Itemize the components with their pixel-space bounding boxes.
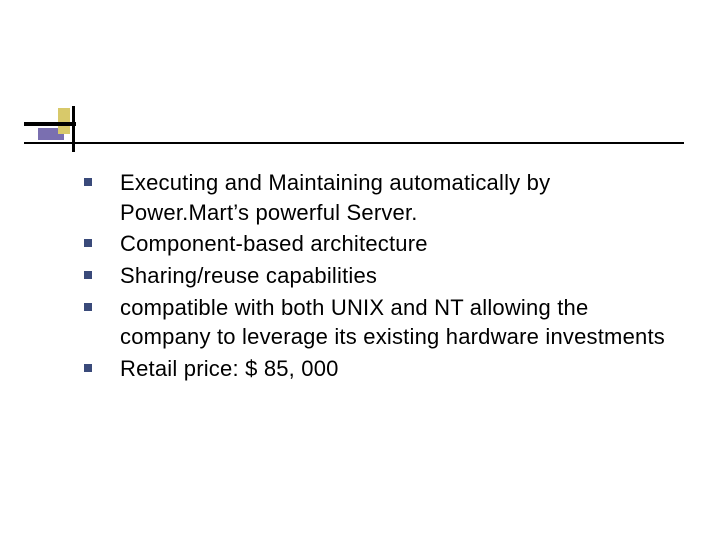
list-item-text: Component-based architecture [120,231,428,256]
square-bullet-icon [84,178,92,186]
header-accent-yellow [58,108,70,134]
square-bullet-icon [84,271,92,279]
list-item: Executing and Maintaining automatically … [66,168,680,227]
square-bullet-icon [84,364,92,372]
list-item-text: Sharing/reuse capabilities [120,263,377,288]
list-item-text: compatible with both UNIX and NT allowin… [120,295,665,350]
list-item-text: Executing and Maintaining automatically … [120,170,550,225]
square-bullet-icon [84,303,92,311]
slide: Executing and Maintaining automatically … [0,0,720,540]
bullet-list: Executing and Maintaining automatically … [66,168,680,384]
list-item: Component-based architecture [66,229,680,259]
content-area: Executing and Maintaining automatically … [66,168,680,386]
list-item: Retail price: $ 85, 000 [66,354,680,384]
square-bullet-icon [84,239,92,247]
header-line-vertical [72,106,75,152]
header-line-short [24,122,76,126]
list-item: Sharing/reuse capabilities [66,261,680,291]
header-line-long [24,142,684,144]
list-item-text: Retail price: $ 85, 000 [120,356,339,381]
list-item: compatible with both UNIX and NT allowin… [66,293,680,352]
